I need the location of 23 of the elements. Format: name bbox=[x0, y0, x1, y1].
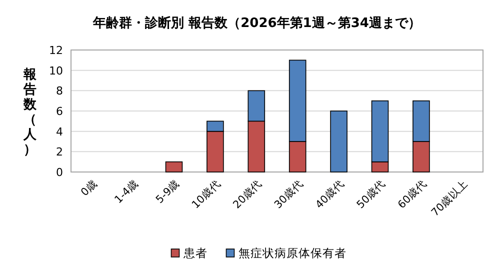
y-axis-title: 報告数（人） bbox=[22, 68, 38, 158]
legend-label: 患者 bbox=[182, 246, 208, 260]
y-tick-label: 4 bbox=[56, 125, 63, 138]
y-tick-label: 12 bbox=[49, 44, 63, 57]
x-tick-label: 60歳代 bbox=[395, 176, 430, 212]
x-tick-label: 70歳以上 bbox=[428, 176, 471, 219]
chart-title: 年齢群・診断別 報告数（2026年第1週～第34週まで） bbox=[92, 15, 421, 31]
bar bbox=[165, 161, 183, 172]
x-tick-label: 30歳代 bbox=[272, 176, 306, 212]
y-tick-label: 8 bbox=[56, 84, 63, 98]
y-tick-label: 10 bbox=[49, 64, 63, 78]
x-tick-label: 1-4歳 bbox=[112, 176, 141, 206]
y-tick-label: 0 bbox=[56, 166, 63, 179]
x-tick-label: 0歳 bbox=[78, 176, 100, 199]
x-tick-label: 40歳代 bbox=[312, 176, 347, 212]
bar bbox=[330, 110, 348, 172]
legend-label: 無症状病原体保有者 bbox=[238, 246, 346, 260]
x-tick-label: 50歳代 bbox=[354, 176, 388, 212]
y-tick-label: 2 bbox=[56, 146, 63, 159]
x-tick-label: 10歳代 bbox=[189, 176, 224, 212]
y-tick-label: 6 bbox=[56, 105, 63, 118]
x-tick-label: 5-9歳 bbox=[153, 176, 182, 206]
x-tick-label: 20歳代 bbox=[230, 176, 265, 212]
